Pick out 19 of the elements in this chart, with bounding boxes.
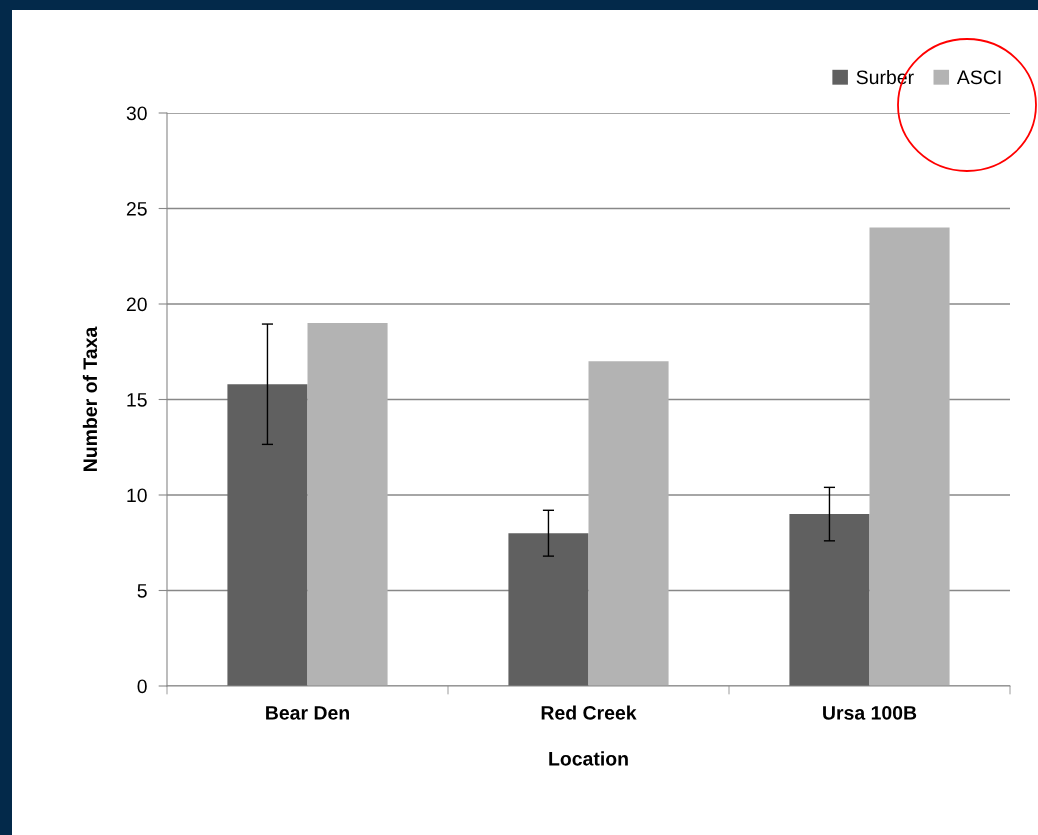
bar <box>508 533 589 686</box>
bar <box>227 384 308 686</box>
x-axis-title: Location <box>549 751 628 766</box>
y-tick-label: 25 <box>126 201 147 216</box>
bar <box>588 361 669 686</box>
x-tick-label: Red Creek <box>541 705 637 720</box>
y-tick-label: 30 <box>126 106 147 121</box>
bar <box>789 514 870 686</box>
y-tick-label: 5 <box>137 584 147 598</box>
y-axis-title: Number of Taxa <box>82 326 98 471</box>
y-tick-label: 0 <box>137 679 147 694</box>
y-tick-label: 10 <box>127 488 147 503</box>
x-tick-label: Bear Den <box>266 706 349 720</box>
y-tick-label: 15 <box>127 393 147 407</box>
y-tick-label: 20 <box>126 297 147 312</box>
bar <box>307 323 388 686</box>
legend-label: ASCI <box>956 70 1001 85</box>
bar <box>869 227 950 686</box>
x-tick-label: Ursa 100B <box>823 705 917 720</box>
